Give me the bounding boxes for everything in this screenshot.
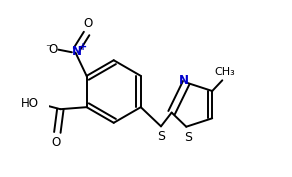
Text: HO: HO bbox=[21, 97, 39, 110]
Text: O: O bbox=[52, 136, 61, 149]
Text: S: S bbox=[184, 131, 192, 144]
Text: S: S bbox=[158, 130, 166, 143]
Text: N: N bbox=[72, 45, 81, 58]
Text: N: N bbox=[179, 75, 189, 87]
Text: O: O bbox=[83, 17, 92, 30]
Text: O: O bbox=[49, 43, 58, 56]
Text: ⁻: ⁻ bbox=[45, 42, 51, 55]
Text: +: + bbox=[79, 42, 87, 52]
Text: CH₃: CH₃ bbox=[214, 67, 235, 77]
